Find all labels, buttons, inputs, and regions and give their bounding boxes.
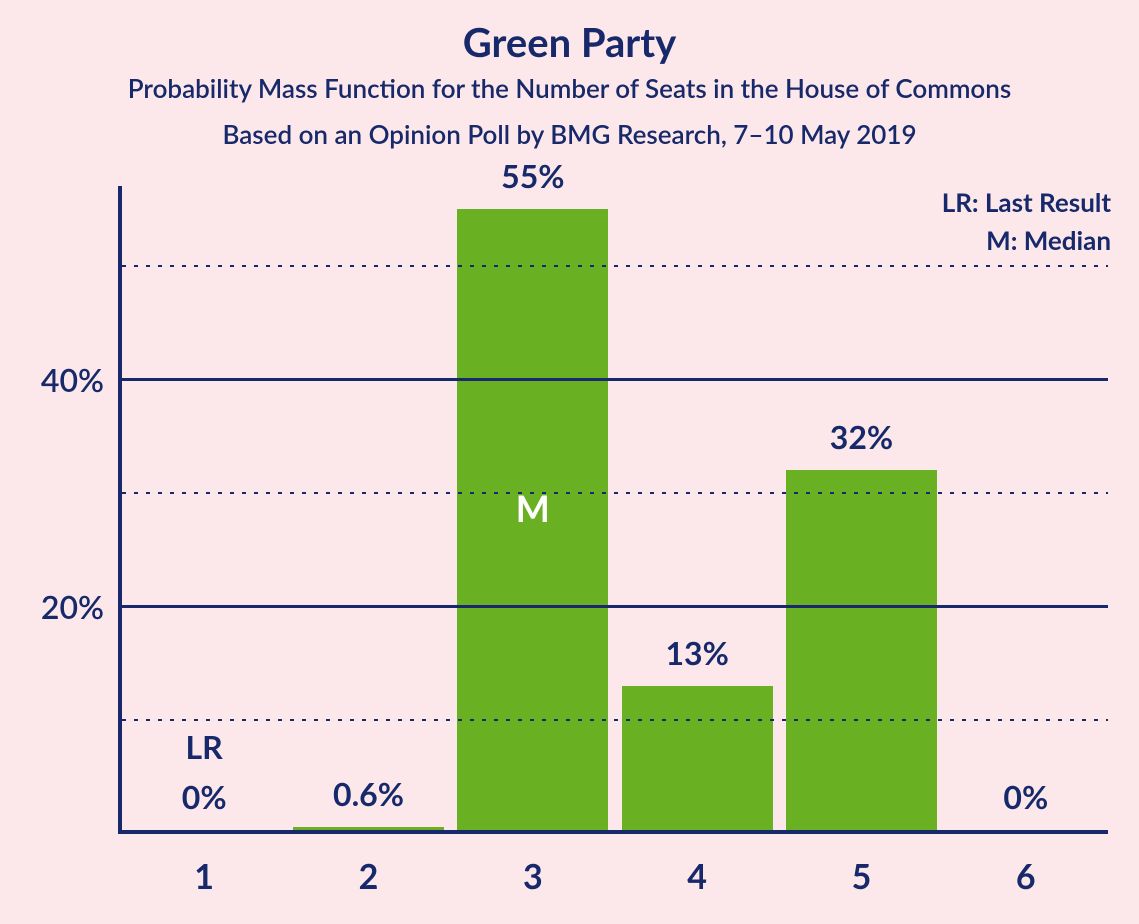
- gridline: [122, 605, 1108, 608]
- bar-value-label: 55%: [501, 156, 564, 195]
- bar-slot: 0%6: [944, 186, 1108, 834]
- bar-annotation-lr: LR: [186, 727, 223, 766]
- chart-subtitle-1: Probability Mass Function for the Number…: [0, 72, 1139, 104]
- bar-slot: 13%4: [615, 186, 779, 834]
- bar-value-label: 0.6%: [333, 774, 404, 813]
- bar-value-label: 13%: [665, 633, 728, 672]
- y-tick-label: 20%: [4, 587, 104, 626]
- x-axis: [118, 830, 1108, 834]
- gridline: [122, 265, 1108, 267]
- bar-value-label: 0%: [1003, 777, 1048, 816]
- chart-title: Green Party: [0, 18, 1139, 66]
- gridline: [122, 378, 1108, 381]
- bar-slot: 32%5: [779, 186, 943, 834]
- gridline: [122, 492, 1108, 494]
- chart-subtitle-2: Based on an Opinion Poll by BMG Research…: [0, 118, 1139, 150]
- bar-slot: 0.6%2: [286, 186, 450, 834]
- y-axis: [118, 186, 122, 834]
- chart: 0%1LR0.6%255%3M13%432%50%6 20%40%: [118, 186, 1108, 834]
- bar: [786, 470, 937, 830]
- x-tick-label: 2: [359, 856, 379, 897]
- x-tick-label: 1: [194, 856, 214, 897]
- legend-item: M: Median: [942, 224, 1111, 256]
- bar-value-label: 0%: [182, 777, 227, 816]
- x-tick-label: 3: [523, 856, 543, 897]
- bar-slot: 0%1LR: [122, 186, 286, 834]
- bars-container: 0%1LR0.6%255%3M13%432%50%6: [122, 186, 1108, 834]
- y-tick-label: 40%: [4, 360, 104, 399]
- legend-item: LR: Last Result: [942, 186, 1111, 218]
- x-tick-label: 4: [687, 856, 707, 897]
- plot-area: 0%1LR0.6%255%3M13%432%50%6 20%40%: [118, 186, 1108, 834]
- bar-value-label: 32%: [830, 417, 893, 456]
- legend: LR: Last Result M: Median: [942, 186, 1111, 262]
- x-tick-label: 5: [852, 856, 872, 897]
- bar-slot: 55%3M: [451, 186, 615, 834]
- bar: [622, 686, 773, 830]
- gridline: [122, 719, 1108, 721]
- x-tick-label: 6: [1016, 856, 1036, 897]
